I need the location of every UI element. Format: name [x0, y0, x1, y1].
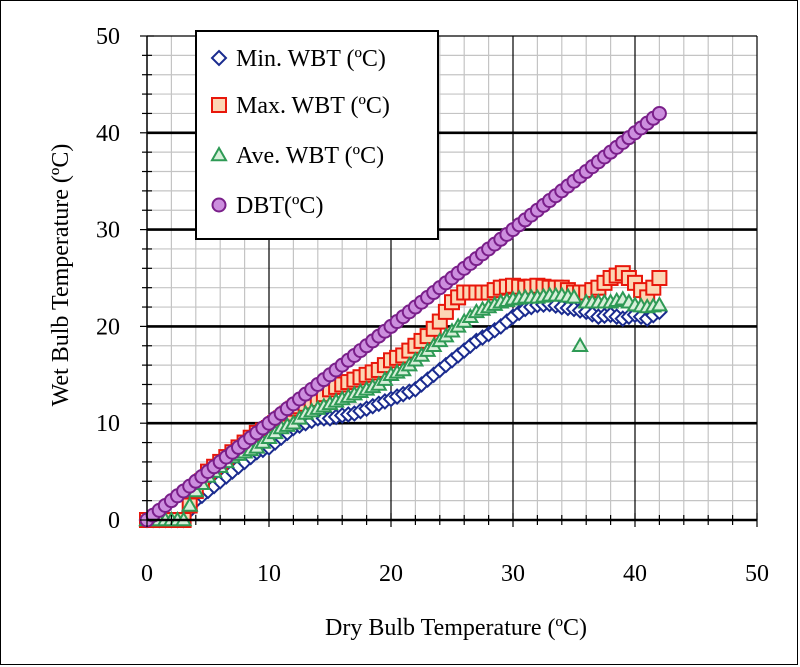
triangle-point — [565, 288, 583, 304]
axes: 0 10 20 30 40 50 0 10 20 30 40 50 — [96, 24, 769, 587]
x-tick-label: 0 — [141, 561, 153, 587]
x-tick-label: 10 — [257, 561, 281, 587]
legend-box — [195, 30, 439, 240]
y-tick-label: 40 — [96, 121, 120, 147]
triangle-point — [650, 296, 669, 312]
series-circle — [139, 105, 667, 528]
legend-label: Ave. WBT (ºC) — [236, 143, 384, 169]
circle-point — [651, 105, 667, 121]
legend-marker-square — [211, 97, 227, 113]
legend-label: Max. WBT (ºC) — [236, 93, 390, 119]
triangle-point — [180, 496, 199, 512]
legend-entry: DBT(ºC) — [211, 193, 323, 219]
legend-entry: Min. WBT (ºC) — [210, 46, 386, 72]
x-tick-label: 20 — [379, 561, 403, 587]
square-point — [651, 270, 668, 286]
y-tick-label: 50 — [96, 24, 120, 50]
x-tick-label: 40 — [623, 561, 647, 587]
triangle-point — [571, 336, 589, 353]
legend-marker-circle — [211, 197, 227, 213]
y-axis-title: Wet Bulb Temperature (ºC) — [48, 144, 74, 407]
x-tick-label: 30 — [501, 561, 525, 587]
x-axis-title: Dry Bulb Temperature (ºC) — [325, 615, 587, 641]
y-tick-label: 0 — [108, 508, 120, 534]
series-diamond — [138, 295, 668, 529]
legend-label: Min. WBT (ºC) — [236, 46, 386, 72]
y-tick-label: 10 — [96, 411, 120, 437]
legend-entry: Ave. WBT (ºC) — [210, 143, 384, 169]
legend-marker-diamond — [210, 49, 228, 67]
y-tick-label: 30 — [96, 218, 120, 244]
x-tick-label: 50 — [745, 561, 769, 587]
y-tick-label: 20 — [96, 314, 120, 340]
legend: Min. WBT (ºC) Max. WBT (ºC) Ave. WBT (ºC) D… — [195, 30, 439, 240]
legend-entry: Max. WBT (ºC) — [211, 93, 390, 119]
legend-label: DBT(ºC) — [236, 193, 323, 219]
legend-marker-triangle — [210, 145, 228, 162]
